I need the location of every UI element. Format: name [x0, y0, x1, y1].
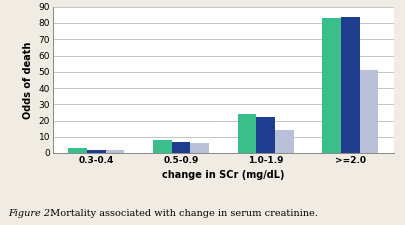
Bar — [322, 18, 340, 153]
Bar — [190, 143, 209, 153]
Bar — [274, 130, 293, 153]
X-axis label: change in SCr (mg/dL): change in SCr (mg/dL) — [162, 170, 284, 180]
Bar — [153, 140, 171, 153]
Bar — [68, 148, 87, 153]
Bar — [237, 114, 256, 153]
Bar — [340, 16, 359, 153]
Bar — [87, 150, 105, 153]
Bar — [256, 117, 274, 153]
Bar — [359, 70, 377, 153]
Text: Mortality associated with change in serum creatinine.: Mortality associated with change in seru… — [47, 209, 317, 218]
Text: Figure 2.: Figure 2. — [8, 209, 53, 218]
Bar — [171, 142, 190, 153]
Y-axis label: Odds of death: Odds of death — [23, 41, 33, 119]
Bar — [105, 150, 124, 153]
